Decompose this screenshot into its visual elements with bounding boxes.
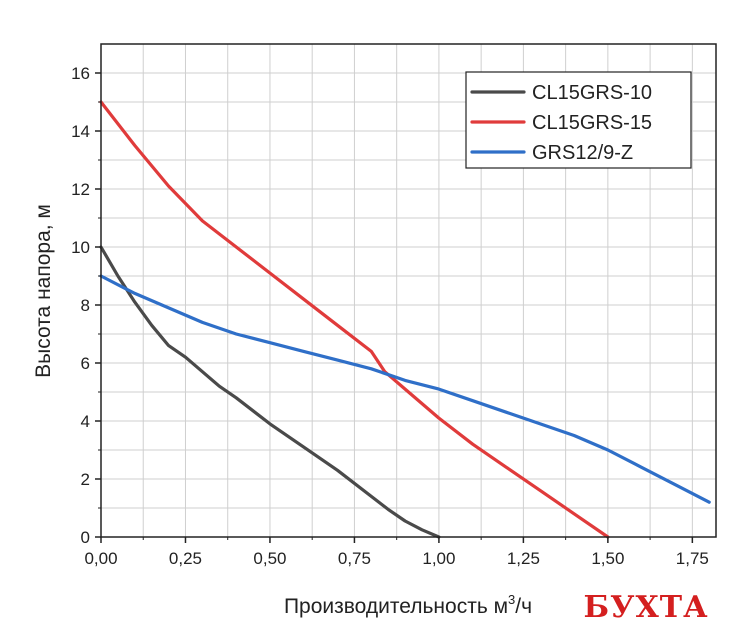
y-tick-label: 2 [81,470,90,489]
legend-label-1: CL15GRS-10 [532,82,652,104]
y-axis-title: Высота напора, м [32,204,55,378]
legend-label-2: CL15GRS-15 [532,112,652,134]
series-line-3 [99,274,711,504]
x-tick-label: 1,75 [676,549,709,568]
x-tick-label: 1,25 [507,549,540,568]
y-tick-label: 14 [71,122,90,141]
x-axis-title-main: Производительность м [284,595,508,618]
y-tick-label: 16 [71,64,90,83]
series-line-1 [99,245,441,539]
series-line-2 [99,100,610,539]
x-tick-label: 0,25 [169,549,202,568]
x-axis-title-sup: 3 [508,592,515,607]
legend-label-3: GRS12/9-Z [532,142,633,164]
y-tick-label: 4 [81,412,90,431]
x-tick-label: 1,00 [422,549,455,568]
tick-labels: 0,00 0,25 0,50 0,75 1,00 1,25 1,50 1,75 0 2 4 6 8 10 1… [71,64,709,568]
x-tick-label: 0,00 [84,549,117,568]
plot-frame [100,43,717,538]
y-tick-label: 10 [71,238,90,257]
y-tick-label: 8 [81,296,90,315]
x-tick-label: 0,50 [253,549,286,568]
legend: CL15GRS-10 CL15GRS-15 GRS12/9-Z [465,71,692,169]
x-axis-title-tail: /ч [515,595,532,618]
series-lines [99,100,711,539]
y-tick-label: 0 [81,528,90,547]
watermark-text: БУХТА [583,590,708,625]
x-tick-label: 0,75 [338,549,371,568]
x-tick-label: 1,50 [591,549,624,568]
axes [95,43,717,543]
x-axis-title: Производительность м3/ч [284,592,532,618]
y-tick-label: 6 [81,354,90,373]
y-tick-label: 12 [71,180,90,199]
watermark-logo: БУХТА [581,588,709,627]
